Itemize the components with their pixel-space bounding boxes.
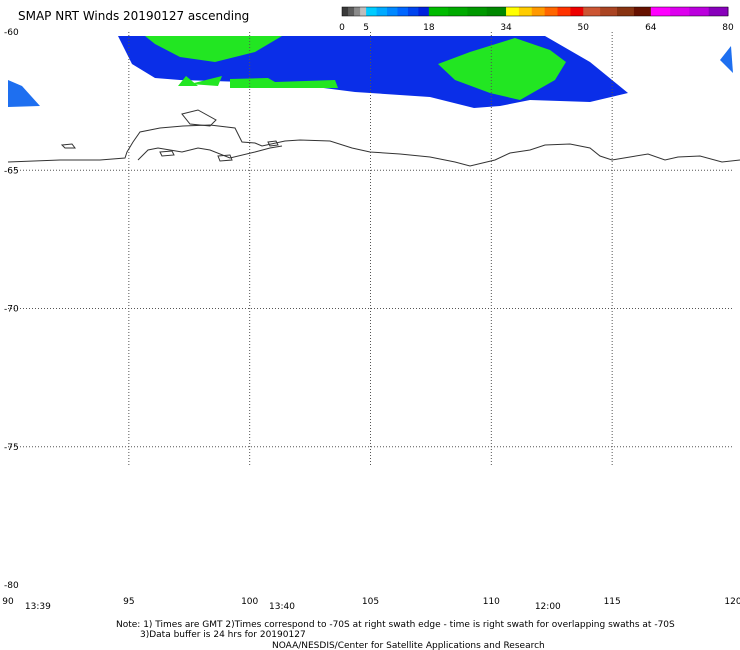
colorbar-cell xyxy=(670,7,690,16)
wind-patch-light-blue-east xyxy=(720,46,733,73)
colorbar-cell xyxy=(397,7,409,16)
longitude-label: 110 xyxy=(483,597,500,607)
colorbar-tick-label: 64 xyxy=(645,23,657,33)
colorbar-cell xyxy=(518,7,533,16)
island-5 xyxy=(267,140,279,147)
coastline-main xyxy=(7,124,740,167)
coastline-inlet xyxy=(137,145,283,161)
latitude-labels: -60 -65 -70 -75 -80 xyxy=(4,28,19,591)
colorbar-cell xyxy=(557,7,571,16)
longitude-labels: 90 95 100 105 110 115 120 xyxy=(2,597,740,607)
colorbar-cell xyxy=(467,7,488,16)
lat-lon-grid xyxy=(8,32,733,465)
colorbar-cell xyxy=(354,7,361,16)
colorbar-tick-label: 5 xyxy=(363,23,369,33)
colorbar-frame xyxy=(341,6,729,17)
colorbar-cell xyxy=(407,7,419,16)
colorbar-cell xyxy=(376,7,388,16)
wind-patch-green-south-b xyxy=(190,76,222,86)
note-line-1: Note: 1) Times are GMT 2)Times correspon… xyxy=(116,620,675,630)
colorbar-cell xyxy=(617,7,635,16)
longitude-label: 90 xyxy=(2,597,14,607)
swath-time-label: 13:39 xyxy=(25,602,51,612)
latitude-label: -65 xyxy=(4,166,19,176)
colorbar-cell xyxy=(342,7,349,16)
wind-patch-green-south-c xyxy=(230,78,338,88)
colorbar-cell xyxy=(360,7,367,16)
wind-swath-layer xyxy=(8,36,733,108)
longitude-label: 105 xyxy=(362,597,379,607)
wind-patch-green-east xyxy=(438,38,566,100)
island-2 xyxy=(181,109,217,127)
swath-time-label: 13:40 xyxy=(269,602,295,612)
colorbar-cell xyxy=(366,7,378,16)
map-title: SMAP NRT Winds 20190127 ascending xyxy=(18,9,249,23)
colorbar-cell xyxy=(570,7,584,16)
colorbar-cell xyxy=(486,7,507,16)
colorbar-cell xyxy=(531,7,546,16)
colorbar-tick-label: 80 xyxy=(722,23,734,33)
wind-speed-colorbar: 0 5 18 34 50 64 80 xyxy=(339,6,734,33)
colorbar-cell xyxy=(650,7,671,16)
wind-patch-light-blue-west xyxy=(8,80,40,107)
latitude-label: -60 xyxy=(4,28,19,38)
colorbar-cell xyxy=(583,7,601,16)
colorbar-cell xyxy=(544,7,559,16)
swath-time-labels: 13:39 13:40 12:00 xyxy=(25,602,561,612)
colorbar-cell xyxy=(689,7,710,16)
wind-patch-green-north xyxy=(145,36,282,62)
latitude-label: -80 xyxy=(4,581,19,591)
latitude-label: -75 xyxy=(4,443,19,453)
colorbar-cell xyxy=(708,7,729,16)
colorbar-cell xyxy=(428,7,449,16)
island-3 xyxy=(159,150,175,157)
longitude-label: 95 xyxy=(123,597,134,607)
colorbar-tick-label: 18 xyxy=(423,23,435,33)
colorbar-tick-label: 50 xyxy=(578,23,590,33)
latitude-label: -70 xyxy=(4,305,19,315)
colorbar-cell xyxy=(448,7,468,16)
colorbar-tick-label: 34 xyxy=(500,23,512,33)
note-line-2: 3)Data buffer is 24 hrs for 20190127 xyxy=(140,630,306,640)
colorbar-cell xyxy=(387,7,398,16)
island-4 xyxy=(217,154,233,162)
longitude-label: 115 xyxy=(604,597,621,607)
colorbar-cell xyxy=(506,7,520,16)
island-1 xyxy=(60,143,76,149)
longitude-label: 120 xyxy=(724,597,740,607)
swath-time-label: 12:00 xyxy=(535,602,561,612)
colorbar-cell xyxy=(633,7,652,16)
longitude-label: 100 xyxy=(241,597,258,607)
colorbar-cell xyxy=(418,7,430,16)
colorbar-cell xyxy=(348,7,355,16)
colorbar-cell xyxy=(600,7,618,16)
colorbar-tick-label: 0 xyxy=(339,23,345,33)
antarctic-coastline xyxy=(7,109,740,167)
credit-line: NOAA/NESDIS/Center for Satellite Applica… xyxy=(272,641,545,650)
map-plot-area: -60 -65 -70 -75 -80 90 95 100 105 110 115 120 13:3… xyxy=(2,28,740,612)
